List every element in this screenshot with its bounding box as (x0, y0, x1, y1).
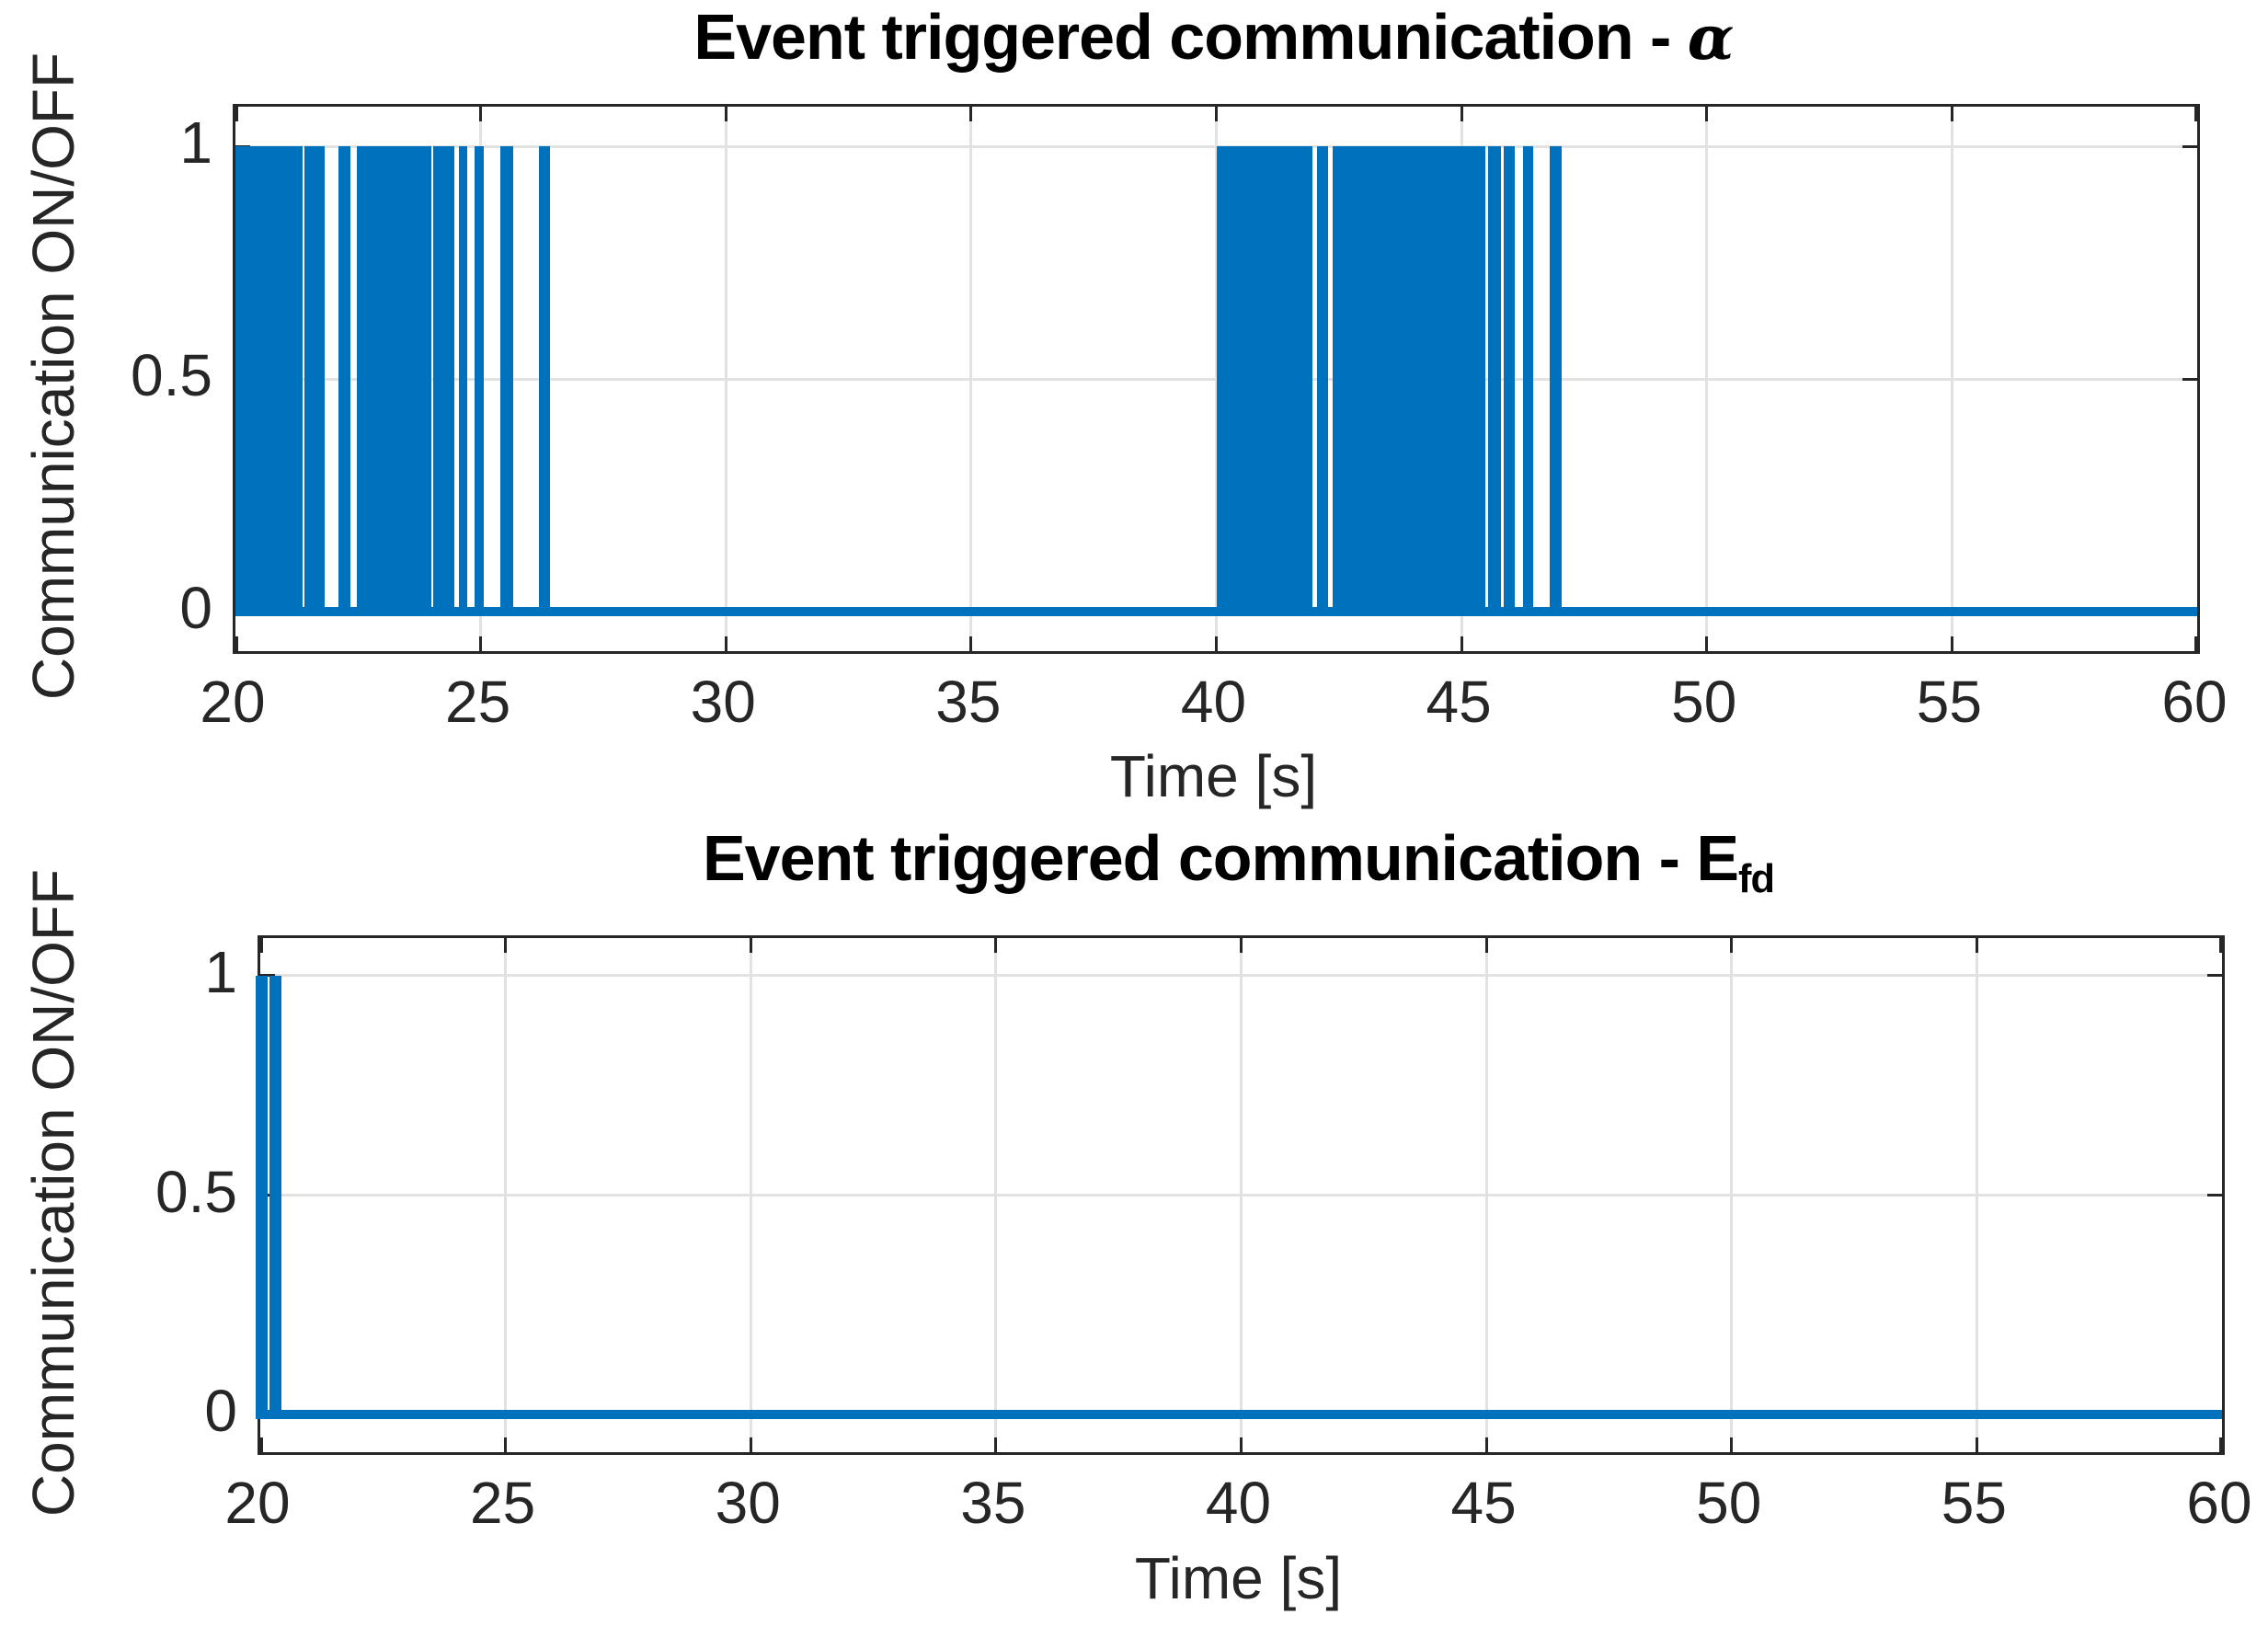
y-tick-label: 0.5 (155, 1158, 237, 1225)
x-tick-label: 20 (224, 1470, 291, 1536)
x-tick-mark (1950, 636, 1953, 651)
x-tick-label: 35 (935, 669, 1002, 735)
x-tick-mark (479, 636, 483, 651)
x-tick-mark (2194, 636, 2197, 651)
x-tick-label: 50 (1671, 669, 1737, 735)
x-tick-label: 20 (200, 669, 266, 735)
x-tick-mark (1215, 636, 1218, 651)
x-tick-label: 25 (470, 1470, 536, 1536)
x-tick-mark (479, 107, 483, 121)
x-tick-label: 45 (1450, 1470, 1517, 1536)
y-tick-label: 0 (204, 1378, 237, 1445)
x-tick-mark (1484, 1437, 1488, 1452)
plot-area-efd (256, 935, 2225, 1455)
x-tick-mark (2219, 938, 2222, 953)
y-tick-mark (2182, 144, 2197, 148)
chart-title-efd: Event triggered communication - Efd (703, 826, 1775, 911)
y-tick-label: 0.5 (131, 342, 212, 408)
y-tick-mark (2207, 1194, 2222, 1197)
signal-pulse (1316, 146, 1328, 616)
x-tick-mark (504, 1437, 508, 1452)
x-tick-mark (1460, 636, 1463, 651)
x-tick-mark (1705, 636, 1709, 651)
signal-pulse (256, 975, 268, 1420)
x-tick-label: 30 (690, 669, 756, 735)
x-axis-label-bottom: Time [s] (1134, 1545, 1343, 1611)
y-tick-mark (260, 974, 275, 978)
y-gridline (260, 1194, 2222, 1197)
signal-pulse (1522, 146, 1533, 616)
x-tick-mark (2194, 107, 2197, 121)
x-tick-mark (1975, 938, 1978, 953)
x-tick-mark (1950, 107, 1953, 121)
y-tick-label: 0 (179, 574, 212, 641)
x-tick-label: 40 (1205, 1470, 1272, 1536)
signal-pulse (458, 146, 467, 616)
signal-pulse (1216, 146, 1313, 616)
x-tick-label: 25 (445, 669, 511, 735)
x-tick-mark (1975, 1437, 1978, 1452)
chart-title-text: Event triggered communication - E (702, 822, 1739, 894)
x-tick-mark (969, 636, 973, 651)
signal-pulse (500, 146, 513, 616)
signal-pulse (1549, 146, 1562, 616)
x-tick-mark (724, 636, 727, 651)
chart-title-alpha: Event triggered communication - α (693, 5, 1734, 70)
x-tick-mark (1705, 107, 1709, 121)
chart-title-text: Event triggered communication - (693, 1, 1688, 73)
x-tick-label: 50 (1696, 1470, 1762, 1536)
signal-pulse (338, 146, 351, 616)
x-tick-mark (2219, 1437, 2222, 1452)
signal-pulse (304, 146, 325, 616)
x-tick-mark (1460, 107, 1463, 121)
alpha-symbol: α (1687, 2, 1735, 74)
x-tick-mark (1730, 1437, 1734, 1452)
x-tick-mark (1240, 1437, 1243, 1452)
x-tick-mark (969, 107, 973, 121)
y-gridline (260, 974, 2222, 978)
plot-area-alpha (233, 104, 2200, 654)
x-tick-mark (749, 938, 752, 953)
x-tick-mark (260, 1437, 263, 1452)
x-tick-label: 35 (960, 1470, 1026, 1536)
x-tick-mark (1730, 938, 1734, 953)
x-tick-mark (1215, 107, 1218, 121)
x-tick-mark (749, 1437, 752, 1452)
signal-pulse (1488, 146, 1501, 616)
x-tick-label: 40 (1180, 669, 1247, 735)
x-tick-mark (235, 636, 238, 651)
x-tick-label: 60 (2186, 1470, 2252, 1536)
signal-pulse (357, 146, 431, 616)
signal-pulse (235, 146, 304, 616)
x-tick-mark (724, 107, 727, 121)
x-tick-label: 60 (2161, 669, 2228, 735)
x-tick-mark (504, 938, 508, 953)
signal-pulse (539, 146, 550, 616)
x-tick-label: 45 (1426, 669, 1492, 735)
signal-pulse (1333, 146, 1485, 616)
y-tick-label: 1 (204, 938, 237, 1005)
y-tick-label: 1 (179, 109, 212, 176)
signal-pulse (475, 146, 485, 616)
signal-pulse (269, 975, 281, 1420)
x-tick-label: 55 (1941, 1470, 2007, 1536)
x-tick-mark (235, 107, 238, 121)
x-tick-mark (1484, 938, 1488, 953)
x-axis-label-top: Time [s] (1109, 743, 1318, 809)
x-tick-label: 55 (1916, 669, 1982, 735)
x-tick-mark (994, 1437, 998, 1452)
efd-subscript: fd (1738, 857, 1775, 902)
signal-pulse (433, 146, 454, 616)
x-tick-label: 30 (715, 1470, 781, 1536)
y-tick-mark (2207, 974, 2222, 978)
signal-pulse (1503, 146, 1516, 616)
x-tick-mark (1240, 938, 1243, 953)
y-tick-mark (2182, 377, 2197, 381)
signal-baseline (260, 1410, 2222, 1420)
x-tick-mark (260, 938, 263, 953)
x-tick-mark (994, 938, 998, 953)
y-tick-mark (260, 1194, 275, 1197)
